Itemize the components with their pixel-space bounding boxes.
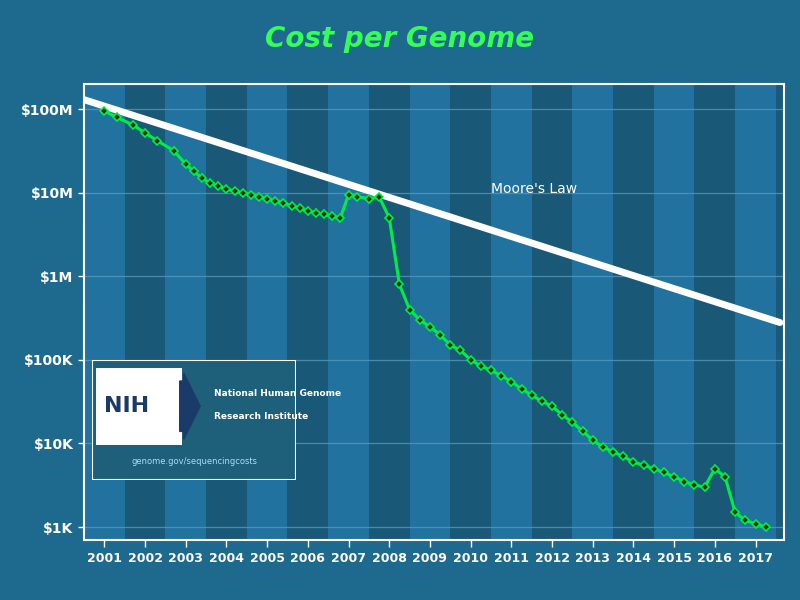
Bar (491, 84, 532, 540)
Text: National Human Genome: National Human Genome (214, 389, 342, 398)
Bar (654, 84, 694, 540)
Text: genome.gov/sequencingcosts: genome.gov/sequencingcosts (131, 457, 257, 467)
Bar (369, 84, 410, 540)
Bar (287, 84, 328, 540)
Text: Research Institute: Research Institute (214, 412, 309, 421)
FancyBboxPatch shape (92, 360, 296, 480)
Bar (694, 84, 735, 540)
Bar (410, 84, 450, 540)
Bar (125, 84, 166, 540)
Bar (450, 84, 491, 540)
Bar (613, 84, 654, 540)
FancyArrow shape (180, 373, 200, 439)
Bar (206, 84, 246, 540)
Bar (166, 84, 206, 540)
Text: Moore's Law: Moore's Law (491, 182, 577, 196)
Bar (246, 84, 287, 540)
Text: NIH: NIH (104, 396, 150, 416)
Bar (328, 84, 369, 540)
Bar (572, 84, 613, 540)
FancyBboxPatch shape (96, 368, 182, 445)
Bar (735, 84, 776, 540)
Bar (532, 84, 572, 540)
Text: Cost per Genome: Cost per Genome (266, 25, 534, 53)
Bar (84, 84, 125, 540)
